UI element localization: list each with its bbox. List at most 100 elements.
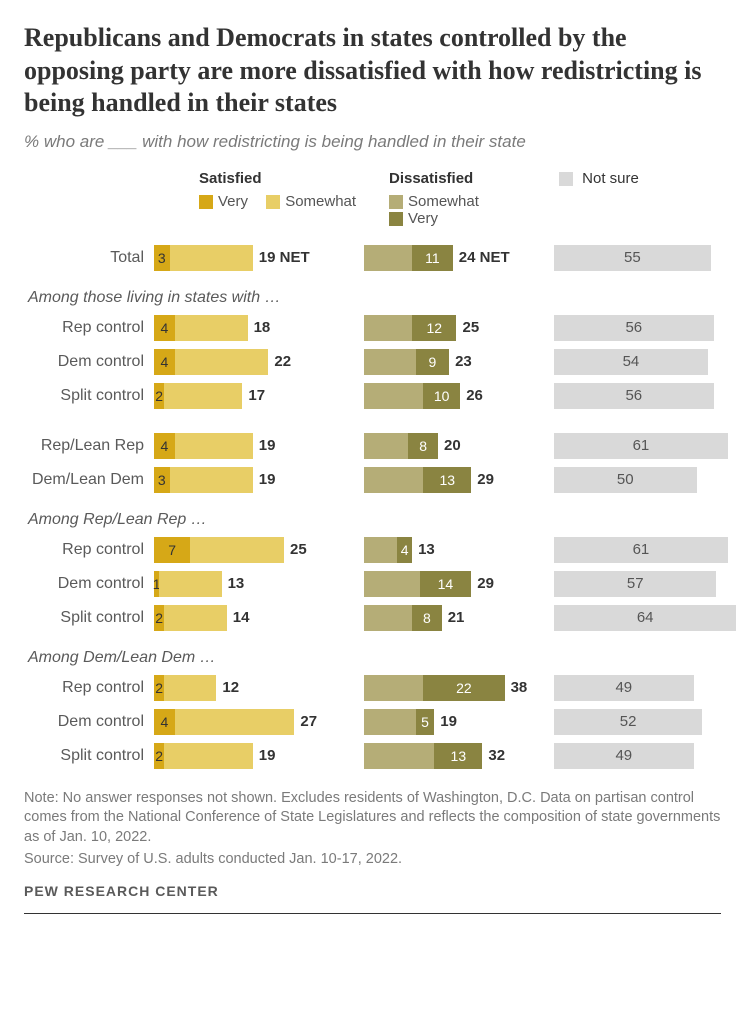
sat-net: 14 [233, 609, 250, 626]
satisfied-bar: 725 [154, 533, 364, 567]
notsure-bar-wrap: 49 [554, 743, 721, 769]
sat-net: 25 [290, 541, 307, 558]
dis-some-seg [364, 743, 434, 769]
dis-very-seg: 4 [397, 537, 412, 563]
dissatisfied-bar: 1124 NET [364, 241, 554, 275]
dis-very-seg: 11 [412, 245, 453, 271]
legend-notsure: Not sure [582, 170, 639, 187]
notsure-bar-wrap: 54 [554, 349, 721, 375]
notsure-bar: 50 [554, 467, 697, 493]
dis-some-seg [364, 245, 412, 271]
dissatisfied-bar: 12 25 [364, 311, 554, 345]
chart-footer: PEW RESEARCH CENTER [24, 883, 721, 899]
dis-very-seg: 10 [423, 383, 460, 409]
notsure-bar: 57 [554, 571, 716, 597]
sat-very-seg: 3 [154, 245, 170, 271]
sat-net: 17 [248, 387, 265, 404]
chart-body: Total319 NET1124 NET55Among those living… [24, 241, 721, 773]
sat-net: 13 [228, 575, 245, 592]
dissatisfied-bar: 9 23 [364, 345, 554, 379]
row-label: Rep control [24, 319, 154, 337]
data-row: Dem control113142957 [24, 567, 721, 601]
dis-some-seg [364, 537, 397, 563]
satisfied-bar: 3 19 NET [154, 241, 364, 275]
sat-net: 18 [254, 319, 271, 336]
sat-net: 19 [259, 471, 276, 488]
satisfied-bar: 219 [154, 739, 364, 773]
notsure-bar: 55 [554, 245, 711, 271]
dis-net: 25 [462, 319, 479, 336]
sat-very-seg: 2 [154, 605, 164, 631]
row-label: Dem control [24, 353, 154, 371]
dis-very-seg: 9 [416, 349, 449, 375]
dis-some-seg [364, 709, 416, 735]
data-row: Dem/Lean Dem319132950 [24, 463, 721, 497]
dis-very-seg: 8 [408, 433, 438, 459]
dis-very-seg: 13 [434, 743, 482, 769]
dis-some-seg [364, 605, 412, 631]
notsure-bar-wrap: 55 [554, 245, 721, 271]
data-row: Split control21482164 [24, 601, 721, 635]
notsure-bar: 52 [554, 709, 702, 735]
data-row: Rep control4 18 12 25 56 [24, 311, 721, 345]
chart-source: Source: Survey of U.S. adults conducted … [24, 851, 721, 867]
dis-net: 26 [466, 387, 483, 404]
satisfied-bar: 4 22 [154, 345, 364, 379]
dis-net: 13 [418, 541, 435, 558]
sat-some-seg [164, 743, 252, 769]
legend-somewhat-1: Somewhat [285, 193, 356, 210]
row-label: Rep control [24, 541, 154, 559]
row-label: Split control [24, 387, 154, 405]
notsure-bar: 61 [554, 433, 728, 459]
dissatisfied-bar: 820 [364, 429, 554, 463]
data-row: Total319 NET1124 NET55 [24, 241, 721, 275]
data-row: Rep/Lean Rep41982061 [24, 429, 721, 463]
row-label: Split control [24, 609, 154, 627]
group-label: Among Dem/Lean Dem … [28, 649, 721, 667]
data-row: Rep control212223849 [24, 671, 721, 705]
legend-somewhat-2: Somewhat [408, 193, 479, 210]
data-row: Dem control4 22 9 23 54 [24, 345, 721, 379]
dis-some-seg [364, 675, 423, 701]
sat-some-seg [164, 383, 242, 409]
legend-sub-row: Very Somewhat Somewhat Very [24, 193, 721, 227]
row-label: Dem/Lean Dem [24, 471, 154, 489]
swatch-dis-some [389, 195, 403, 209]
satisfied-bar: 3 19 [154, 463, 364, 497]
sat-net: 19 [259, 437, 276, 454]
notsure-bar: 56 [554, 383, 714, 409]
notsure-bar-wrap: 50 [554, 467, 721, 493]
dis-some-seg [364, 433, 408, 459]
swatch-sat-some [266, 195, 280, 209]
satisfied-bar: 419 [154, 429, 364, 463]
bottom-rule [24, 913, 721, 914]
satisfied-bar: 2 17 [154, 379, 364, 413]
legend-header-row: Satisfied Dissatisfied Not sure [24, 170, 721, 187]
dis-some-seg [364, 349, 416, 375]
group-label: Among Rep/Lean Rep … [28, 511, 721, 529]
row-label: Rep/Lean Rep [24, 437, 154, 455]
sat-net: 19 NET [259, 249, 310, 266]
notsure-bar: 49 [554, 675, 694, 701]
dissatisfied-bar: 1332 [364, 739, 554, 773]
sat-some-seg [170, 245, 253, 271]
satisfied-bar: 113 [154, 567, 364, 601]
sat-net: 22 [274, 353, 291, 370]
row-label: Dem control [24, 575, 154, 593]
sat-very-seg: 3 [154, 467, 170, 493]
dissatisfied-bar: 1429 [364, 567, 554, 601]
dis-very-seg: 12 [412, 315, 456, 341]
dissatisfied-bar: 2238 [364, 671, 554, 705]
notsure-bar: 54 [554, 349, 708, 375]
notsure-bar: 56 [554, 315, 714, 341]
dis-very-seg: 13 [423, 467, 471, 493]
sat-some-seg [190, 537, 284, 563]
group-label: Among those living in states with … [28, 289, 721, 307]
sat-very-seg: 4 [154, 349, 175, 375]
dis-some-seg [364, 315, 412, 341]
sat-very-seg: 4 [154, 315, 175, 341]
notsure-bar-wrap: 52 [554, 709, 721, 735]
dis-net: 23 [455, 353, 472, 370]
sat-very-seg: 2 [154, 383, 164, 409]
chart-title: Republicans and Democrats in states cont… [24, 22, 721, 120]
